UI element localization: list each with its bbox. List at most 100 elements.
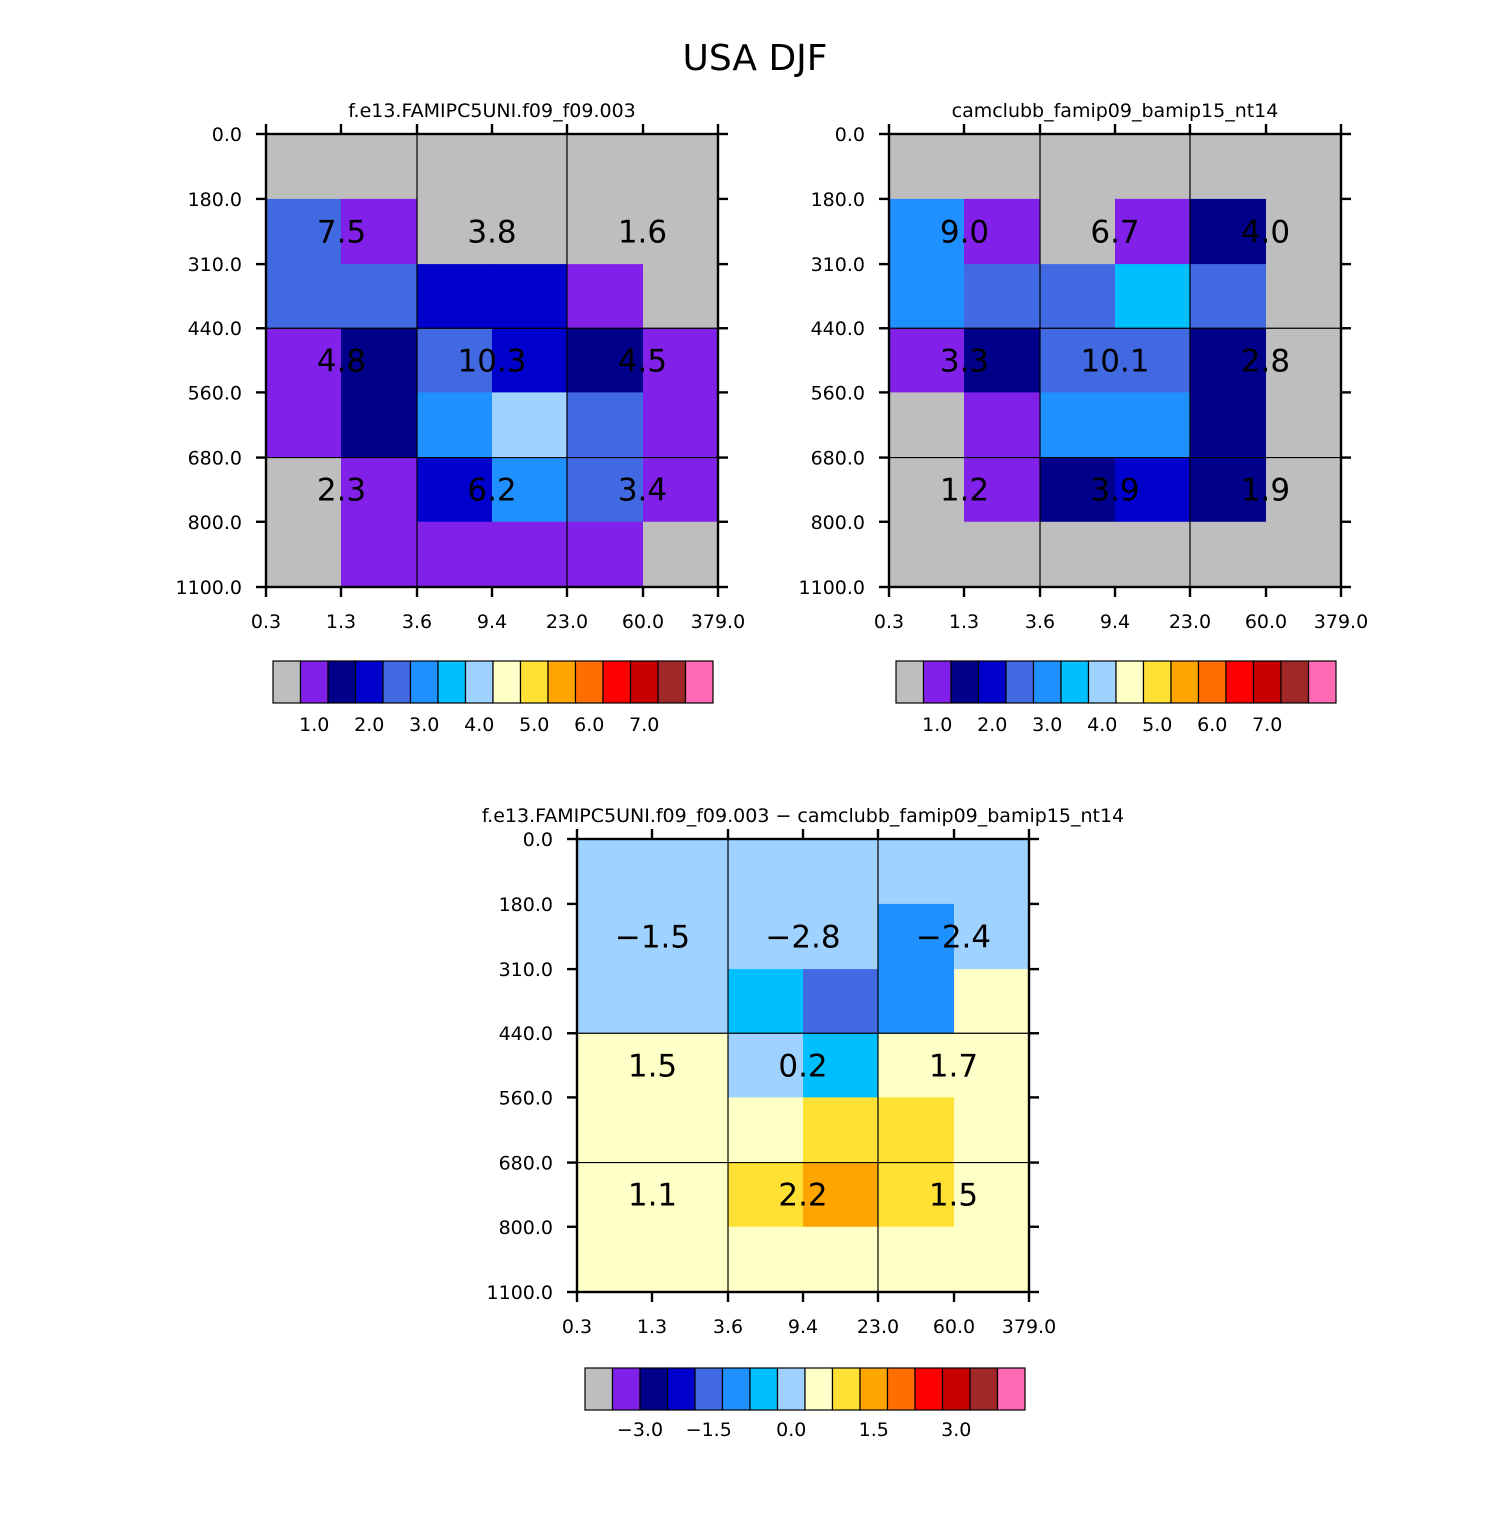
p3-colorbar-box — [831, 1367, 861, 1411]
p1-cell — [566, 328, 644, 393]
p3-cell — [651, 1226, 729, 1293]
p1-colorbar-box — [684, 660, 714, 704]
p2-cell — [963, 392, 1041, 459]
p3-cell — [651, 1162, 729, 1228]
p1-ytick-label: 800.0 — [188, 512, 242, 534]
p1-colorbar-box — [272, 660, 302, 704]
p2-cell — [963, 457, 1041, 523]
p2-cell — [963, 198, 1041, 265]
p3-cell — [877, 903, 955, 970]
p2-colorbar-box — [1032, 660, 1062, 704]
p2-value-label: 3.3 — [940, 343, 989, 379]
p1-xtick-label: 3.6 — [402, 611, 432, 633]
p2-ytick-label: 310.0 — [811, 254, 865, 276]
p2-xtick-label: 3.6 — [1025, 611, 1055, 633]
p2-cell — [889, 457, 965, 523]
p2-cell — [1040, 328, 1116, 393]
p3-cell — [803, 1226, 879, 1293]
p2-cell — [889, 521, 965, 588]
p2-cell — [1115, 134, 1191, 200]
p2-xtick-label: 0.3 — [874, 611, 904, 633]
p3-cell — [577, 839, 653, 905]
p3-cell — [954, 1097, 1030, 1164]
p2-cell — [1189, 328, 1267, 393]
p2-xtick-label: 1.3 — [949, 611, 979, 633]
p2-colorbar-box — [977, 660, 1007, 704]
p1-colorbar-box — [492, 660, 522, 704]
p2-cell — [963, 134, 1041, 200]
p2-cell — [1266, 134, 1342, 200]
p2-colorbar-box — [1005, 660, 1035, 704]
p3-cell — [877, 1033, 955, 1098]
p1-colorbar-box — [409, 660, 439, 704]
p1-value-label: 6.2 — [467, 473, 516, 509]
p2-colorbar-box — [1280, 660, 1310, 704]
p1-colorbar-label: 3.0 — [409, 714, 439, 736]
p1-xtick-label: 9.4 — [477, 611, 507, 633]
p3-cell — [728, 1162, 804, 1228]
p2-cell — [889, 392, 965, 459]
p3-ytick-label: 440.0 — [499, 1023, 553, 1045]
p2-ytick-label: 800.0 — [811, 512, 865, 534]
p1-cell — [417, 134, 493, 200]
p2-cell — [1189, 264, 1267, 329]
p1-cell — [417, 521, 493, 588]
p1-colorbar-label: 5.0 — [519, 714, 549, 736]
p2-colorbar-label: 6.0 — [1197, 714, 1227, 736]
p1-cell — [566, 457, 644, 523]
p1-ytick-label: 0.0 — [212, 124, 242, 146]
p3-value-label: −2.8 — [765, 920, 840, 956]
p1-ytick-label: 310.0 — [188, 254, 242, 276]
p1-cell — [492, 457, 568, 523]
p3-colorbar-box — [886, 1367, 916, 1411]
p3-colorbar-box — [611, 1367, 641, 1411]
p3-cell — [577, 1097, 653, 1164]
p1-ytick-label: 680.0 — [188, 448, 242, 470]
p1-cell — [566, 392, 644, 459]
p3-cell — [954, 903, 1030, 970]
p3-cell — [728, 969, 804, 1034]
p2-value-label: 1.2 — [940, 473, 989, 509]
p1-colorbar-label: 1.0 — [299, 714, 329, 736]
p1-ytick-label: 560.0 — [188, 382, 242, 404]
p2-value-label: 1.9 — [1241, 473, 1290, 509]
p2-cell — [1040, 457, 1116, 523]
p2-value-label: 6.7 — [1090, 215, 1139, 251]
p2-xtick-label: 60.0 — [1245, 611, 1287, 633]
p1-value-label: 7.5 — [317, 215, 366, 251]
p2-cell — [963, 521, 1041, 588]
p3-cell — [803, 1097, 879, 1164]
p2-cell — [1189, 392, 1267, 459]
p2-cell — [889, 134, 965, 200]
p3-colorbar-box — [584, 1367, 614, 1411]
p2-cell — [1266, 264, 1342, 329]
p3-colorbar-label: 3.0 — [941, 1419, 971, 1441]
p1-cell — [643, 328, 719, 393]
p1-cell — [643, 392, 719, 459]
p3-cell — [651, 969, 729, 1034]
p3-xtick-label: 23.0 — [857, 1316, 899, 1338]
p3-colorbar-box — [941, 1367, 971, 1411]
p2-cell — [1115, 521, 1191, 588]
p3-cell — [877, 1097, 955, 1164]
p1-colorbar-box — [382, 660, 412, 704]
p2-colorbar-box — [1060, 660, 1090, 704]
p1-colorbar-box — [629, 660, 659, 704]
p3-value-label: 0.2 — [778, 1048, 827, 1084]
p1-value-label: 3.4 — [618, 473, 667, 509]
p2-cell — [1115, 198, 1191, 265]
p2-ytick-label: 0.0 — [835, 124, 865, 146]
p2-cell — [963, 264, 1041, 329]
p3-ytick-label: 310.0 — [499, 959, 553, 981]
p3-colorbar-label: 1.5 — [859, 1419, 889, 1441]
p3-xtick-label: 1.3 — [637, 1316, 667, 1338]
p3-value-label: −1.5 — [615, 920, 690, 956]
p1-cell — [643, 521, 719, 588]
p3-cell — [877, 1226, 955, 1293]
p1-colorbar-box — [464, 660, 494, 704]
p1-xtick-label: 379.0 — [691, 611, 745, 633]
p2-cell — [1266, 198, 1342, 265]
p1-cell — [340, 521, 418, 588]
p3-colorbar-box — [996, 1367, 1026, 1411]
